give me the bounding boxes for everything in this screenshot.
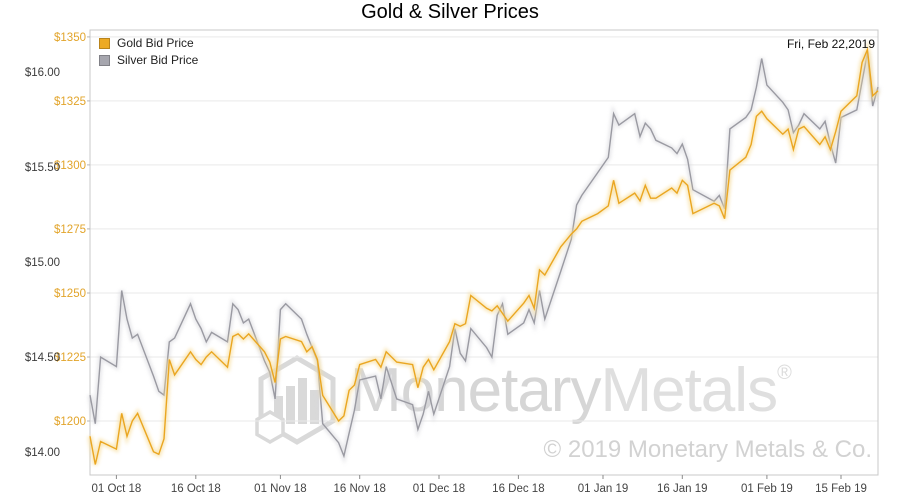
gold-axis-label: $1350 bbox=[54, 32, 86, 44]
gold-axis-label: $1325 bbox=[54, 96, 86, 108]
plot-border bbox=[89, 29, 879, 476]
chart-title: Gold & Silver Prices bbox=[361, 1, 539, 23]
silver-axis-labels: $16.00 $15.50 $15.00 $14.50 $14.00 bbox=[25, 67, 60, 459]
x-axis-label: 01 Feb 19 bbox=[741, 483, 793, 495]
gold-axis-labels: $1350 $1325 $1300 $1275 $1250 $1225 $1200 bbox=[54, 32, 86, 428]
x-axis-label: 16 Jan 19 bbox=[657, 483, 708, 495]
x-axis-label: 01 Jan 19 bbox=[578, 483, 629, 495]
x-axis-label: 01 Nov 18 bbox=[254, 483, 306, 495]
gold-legend-swatch bbox=[99, 37, 110, 49]
gold-axis-label: $1275 bbox=[54, 224, 86, 236]
as-of-date: Fri, Feb 22,2019 bbox=[786, 37, 875, 51]
silver-axis-label: $16.00 bbox=[25, 67, 60, 79]
x-axis-label: 16 Dec 18 bbox=[492, 483, 544, 495]
silver-series-line bbox=[89, 52, 879, 459]
x-axis-label: 01 Oct 18 bbox=[91, 483, 141, 495]
x-axis-ticks bbox=[115, 475, 842, 479]
gold-axis-label: $1300 bbox=[54, 160, 86, 172]
monetary-metals-logo-watermark bbox=[255, 355, 336, 445]
y-gridlines bbox=[90, 36, 878, 422]
silver-legend-swatch bbox=[99, 54, 110, 66]
gold-legend-label: Gold Bid Price bbox=[117, 36, 194, 50]
logo-bars bbox=[274, 378, 319, 424]
x-axis-label: 16 Nov 18 bbox=[333, 483, 385, 495]
legend-item-gold: Gold Bid Price bbox=[99, 36, 198, 50]
legend-item-silver: Silver Bid Price bbox=[99, 53, 198, 67]
watermark-brand-part2: Metals bbox=[600, 356, 778, 425]
small-hexagon-outline bbox=[255, 409, 285, 445]
y-axis-ticks bbox=[87, 36, 90, 422]
x-axis-label: 16 Oct 18 bbox=[171, 483, 221, 495]
x-axis-label: 01 Dec 18 bbox=[413, 483, 465, 495]
gold-series-glow bbox=[87, 39, 880, 466]
registered-trademark-symbol: ® bbox=[777, 362, 792, 384]
silver-axis-label: $14.00 bbox=[25, 447, 60, 459]
gold-series-line bbox=[89, 46, 879, 465]
silver-axis-label: $15.00 bbox=[25, 257, 60, 269]
silver-axis-label: $14.50 bbox=[25, 352, 60, 364]
gold-axis-label: $1200 bbox=[54, 416, 86, 428]
silver-axis-label: $15.50 bbox=[25, 162, 60, 174]
watermark-copyright: © 2019 Monetary Metals & Co. bbox=[543, 436, 873, 463]
hexagon-outline bbox=[258, 355, 336, 445]
x-axis-label: 15 Feb 19 bbox=[815, 483, 867, 495]
gold-axis-label: $1250 bbox=[54, 288, 86, 300]
gold-axis-label: $1225 bbox=[54, 352, 86, 364]
x-axis-labels: 01 Oct 18 16 Oct 18 01 Nov 18 16 Nov 18 01 D… bbox=[91, 483, 866, 495]
legend: Gold Bid Price Silver Bid Price bbox=[99, 36, 198, 70]
silver-legend-label: Silver Bid Price bbox=[117, 53, 199, 67]
